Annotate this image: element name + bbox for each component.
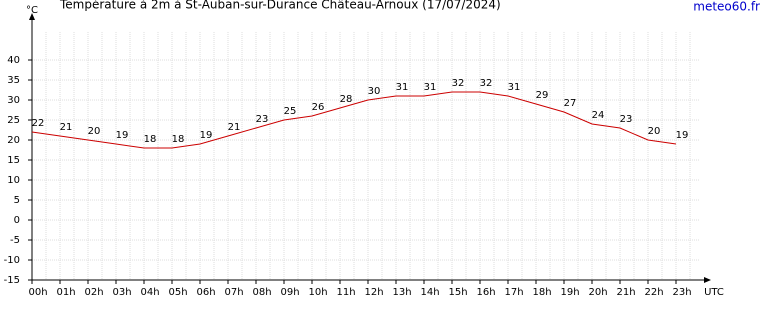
data-label: 29 xyxy=(536,90,549,101)
y-tick-label: -10 xyxy=(4,255,20,266)
x-tick-label: 01h xyxy=(56,287,75,298)
data-label: 21 xyxy=(60,122,73,133)
data-label: 18 xyxy=(144,134,157,145)
data-label: 26 xyxy=(312,102,325,113)
data-label: 32 xyxy=(480,78,493,89)
data-label: 20 xyxy=(648,126,661,137)
x-tick-label: 23h xyxy=(672,287,691,298)
y-tick-label: 0 xyxy=(14,215,20,226)
y-tick-label: 30 xyxy=(7,95,20,106)
y-tick-label: 20 xyxy=(7,135,20,146)
data-label: 25 xyxy=(284,106,297,117)
y-tick-label: -15 xyxy=(4,275,20,286)
x-tick-label: 06h xyxy=(196,287,215,298)
data-label: 32 xyxy=(452,78,465,89)
grid xyxy=(31,32,700,281)
chart-title: Température à 2m à St-Auban-sur-Durance … xyxy=(59,0,501,12)
data-label: 22 xyxy=(32,118,45,129)
x-axis-label: UTC xyxy=(704,287,724,298)
x-tick-label: 22h xyxy=(644,287,663,298)
y-tick-label: 40 xyxy=(7,55,20,66)
data-label: 31 xyxy=(396,82,409,93)
x-tick-label: 10h xyxy=(308,287,327,298)
x-tick-label: 02h xyxy=(84,287,103,298)
data-label: 31 xyxy=(424,82,437,93)
x-tick-label: 12h xyxy=(364,287,383,298)
data-label: 19 xyxy=(676,130,689,141)
y-axis-label: °C xyxy=(26,5,38,16)
y-tick-label: -5 xyxy=(10,235,20,246)
data-label: 24 xyxy=(592,110,605,121)
x-tick-label: 05h xyxy=(168,287,187,298)
y-tick-label: 35 xyxy=(7,75,20,86)
data-label: 30 xyxy=(368,86,381,97)
x-tick-label: 08h xyxy=(252,287,271,298)
y-tick-label: 5 xyxy=(14,195,20,206)
y-tick-label: 15 xyxy=(7,155,20,166)
x-tick-label: 04h xyxy=(140,287,159,298)
x-tick-label: 07h xyxy=(224,287,243,298)
x-axis-arrow xyxy=(704,277,711,283)
data-label: 20 xyxy=(88,126,101,137)
y-axis-arrow xyxy=(29,13,35,20)
data-label: 27 xyxy=(564,98,577,109)
data-label: 21 xyxy=(228,122,241,133)
y-tick-label: 25 xyxy=(7,115,20,126)
data-label: 28 xyxy=(340,94,353,105)
x-tick-label: 21h xyxy=(616,287,635,298)
temperature-line xyxy=(31,91,677,149)
x-tick-label: 11h xyxy=(336,287,355,298)
x-tick-label: 09h xyxy=(280,287,299,298)
x-tick-label: 03h xyxy=(112,287,131,298)
x-tick-label: 13h xyxy=(392,287,411,298)
source-link[interactable]: meteo60.fr xyxy=(693,0,760,14)
data-label: 23 xyxy=(256,114,269,125)
x-tick-label: 19h xyxy=(560,287,579,298)
data-label: 18 xyxy=(172,134,185,145)
x-tick-label: 20h xyxy=(588,287,607,298)
x-tick-label: 18h xyxy=(532,287,551,298)
x-tick-label: 16h xyxy=(476,287,495,298)
x-tick-label: 17h xyxy=(504,287,523,298)
data-label: 23 xyxy=(620,114,633,125)
data-label: 19 xyxy=(200,130,213,141)
x-tick-label: 00h xyxy=(28,287,47,298)
y-tick-label: 10 xyxy=(7,175,20,186)
x-tick-label: 15h xyxy=(448,287,467,298)
x-tick-label: 14h xyxy=(420,287,439,298)
data-label: 31 xyxy=(508,82,521,93)
data-label: 19 xyxy=(116,130,129,141)
